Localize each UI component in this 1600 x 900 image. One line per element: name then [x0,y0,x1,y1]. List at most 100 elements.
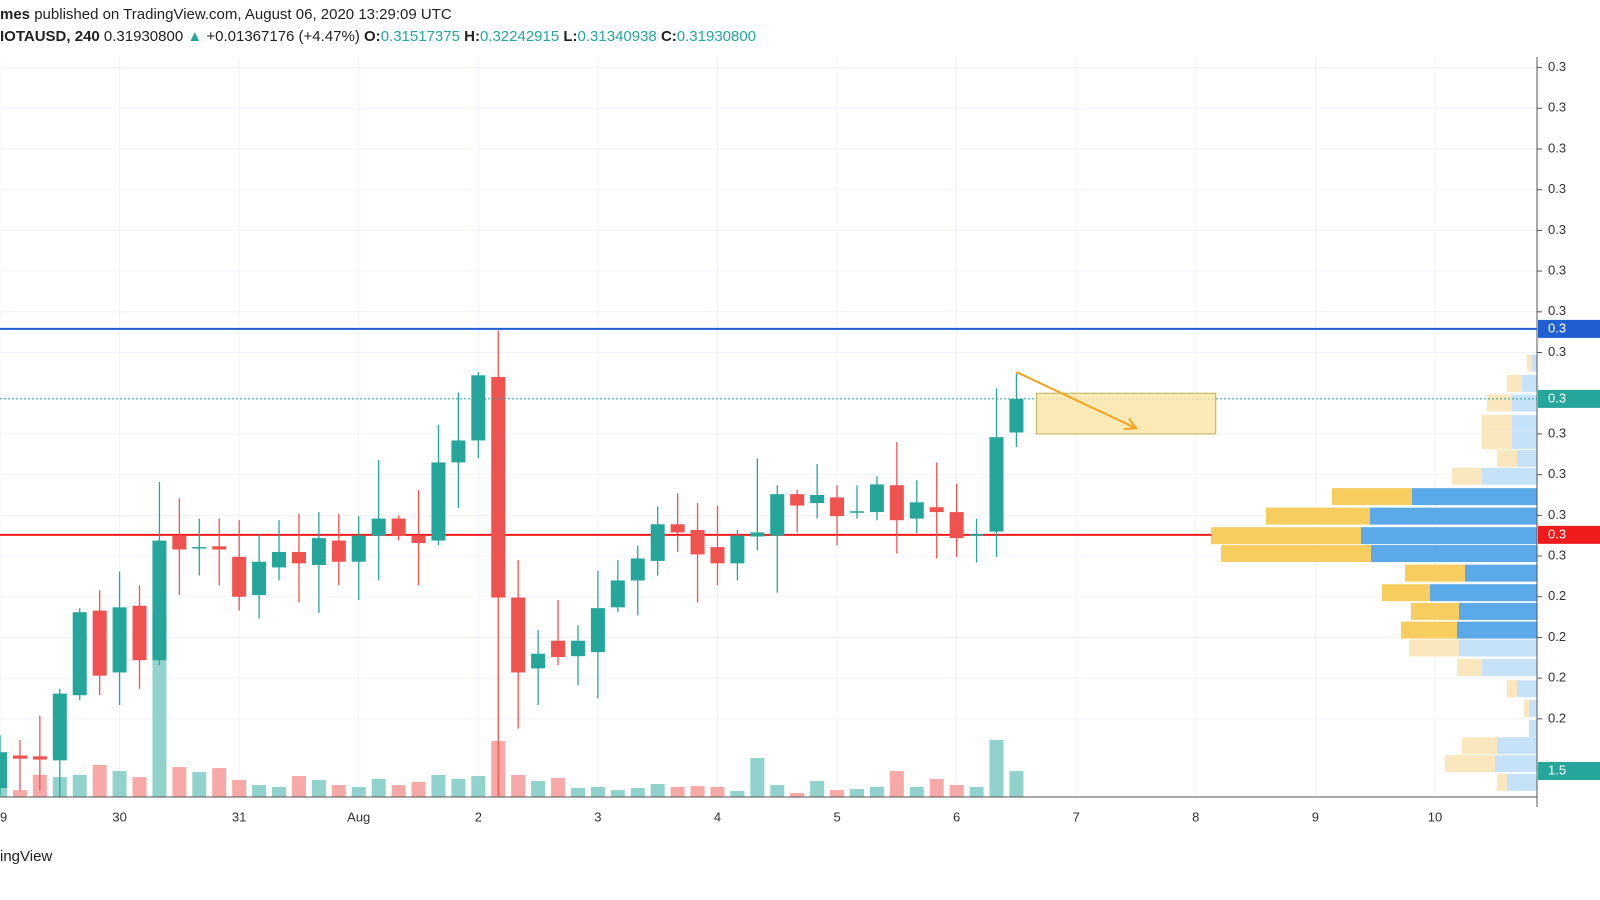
last: 0.31930800 [103,28,184,45]
x-tick-label: 10 [1428,809,1442,824]
volume-bar [192,772,207,797]
x-tick-label: 5 [833,809,840,824]
volume-bar [969,786,984,797]
profile-down [1465,564,1537,582]
candle-body [52,693,67,761]
volume-bar [630,787,645,797]
volume-bar [790,793,805,797]
volume-bar [610,790,625,797]
volume-bar [590,786,605,797]
candle-body [192,547,207,549]
volume-bar [172,767,187,797]
candle-body [212,546,227,550]
profile-down [1482,659,1537,677]
candle-body [72,612,87,696]
profile-up [1482,431,1512,449]
profile-up [1527,354,1532,372]
candle-body [650,524,665,561]
candle-body [630,558,645,581]
volume-bar [869,786,884,797]
y-tick-label: 0.3 [1548,181,1566,196]
volume-bar [431,774,446,797]
y-tick-label: 0.3 [1548,140,1566,155]
profile-up [1382,584,1430,602]
candle-body [770,494,785,536]
volume-bar [72,774,87,797]
candle-body [969,534,984,536]
volume-bar [830,790,845,797]
y-tick-label: 0.3 [1548,547,1566,562]
x-tick-label: 3 [594,809,601,824]
profile-down [1371,545,1537,563]
volume-bar [112,771,127,797]
profile-down [1517,449,1537,467]
profile-up [1497,449,1517,467]
y-tick-label: 0.3 [1548,425,1566,440]
chart: 0.3 0.3 0.3 0.3 0.3 0.3 0.3 0.3 0.3 0.3 0.3 0.3 0.2 0… [0,57,1600,824]
price-badge-label: 0.3 [1548,390,1566,405]
volume-bar [371,778,386,797]
ohlc-value: 0.32242915 [479,28,560,45]
x-tick-label: 29 [0,809,7,824]
profile-down [1512,414,1537,432]
candle-body [351,535,366,562]
y-tick-label: 0.3 [1548,507,1566,522]
volume-bar [909,786,924,797]
candle-body [989,437,1004,532]
profile-up [1524,699,1529,717]
price-badge-label: 0.3 [1548,320,1566,335]
profile-up [1462,737,1497,755]
candle-body [112,607,127,673]
y-tick-label: 0.3 [1548,222,1566,237]
candle-body [929,507,944,513]
profile-down [1522,374,1537,392]
y-tick-label: 0.3 [1548,303,1566,318]
x-tick-label: 2 [475,809,482,824]
candle-body [511,597,526,673]
volume-bar [650,784,665,797]
arrow: ▲ [187,28,203,45]
change: +0.01367176 (+4.47%) [206,28,360,45]
candle-body [949,512,964,539]
volume-bar [252,785,267,797]
ohlc-value: 0.31340938 [577,28,657,45]
candle-body [331,540,346,562]
publish-line: mes published on TradingView.com, August… [0,6,452,23]
ohlc: O:0.31517375 H:0.32242915 L:0.31340938 C… [364,28,756,45]
ohlc-value: 0.31930800 [676,28,757,45]
volume-bar [92,764,107,797]
price-axis-bg [1537,57,1600,807]
profile-up [1221,545,1371,563]
profile-up [1487,394,1512,412]
author: mes [0,6,31,23]
candle-body [491,376,506,598]
profile-down [1482,467,1537,485]
price-badge-label: 1.5 [1548,762,1566,777]
candle-body [0,752,7,789]
candle-body [730,535,745,564]
candle-body [132,605,147,661]
volume-bar [351,786,366,797]
ohlc-label: L: [563,28,578,45]
volume-bar [411,781,426,797]
y-tick-label: 0.2 [1548,629,1566,644]
candle-body [869,484,884,513]
y-tick-label: 0.3 [1548,344,1566,359]
candle-body [272,551,287,568]
published: published on TradingView.com, August 06,… [34,6,452,23]
volume-bar [770,785,785,797]
candle-body [849,511,864,513]
candle-body [32,756,47,760]
symbol: IOTAUSD, 240 [0,28,100,45]
target-zone [1035,392,1217,435]
candle-body [610,580,625,608]
profile-down [1512,394,1537,412]
candle-body [710,547,725,564]
y-tick-label: 0.3 [1548,100,1566,115]
candle-body [830,497,845,517]
profile-up [1211,527,1361,545]
candle-body [790,494,805,506]
profile-up [1405,564,1465,582]
volume-bar [272,786,287,797]
